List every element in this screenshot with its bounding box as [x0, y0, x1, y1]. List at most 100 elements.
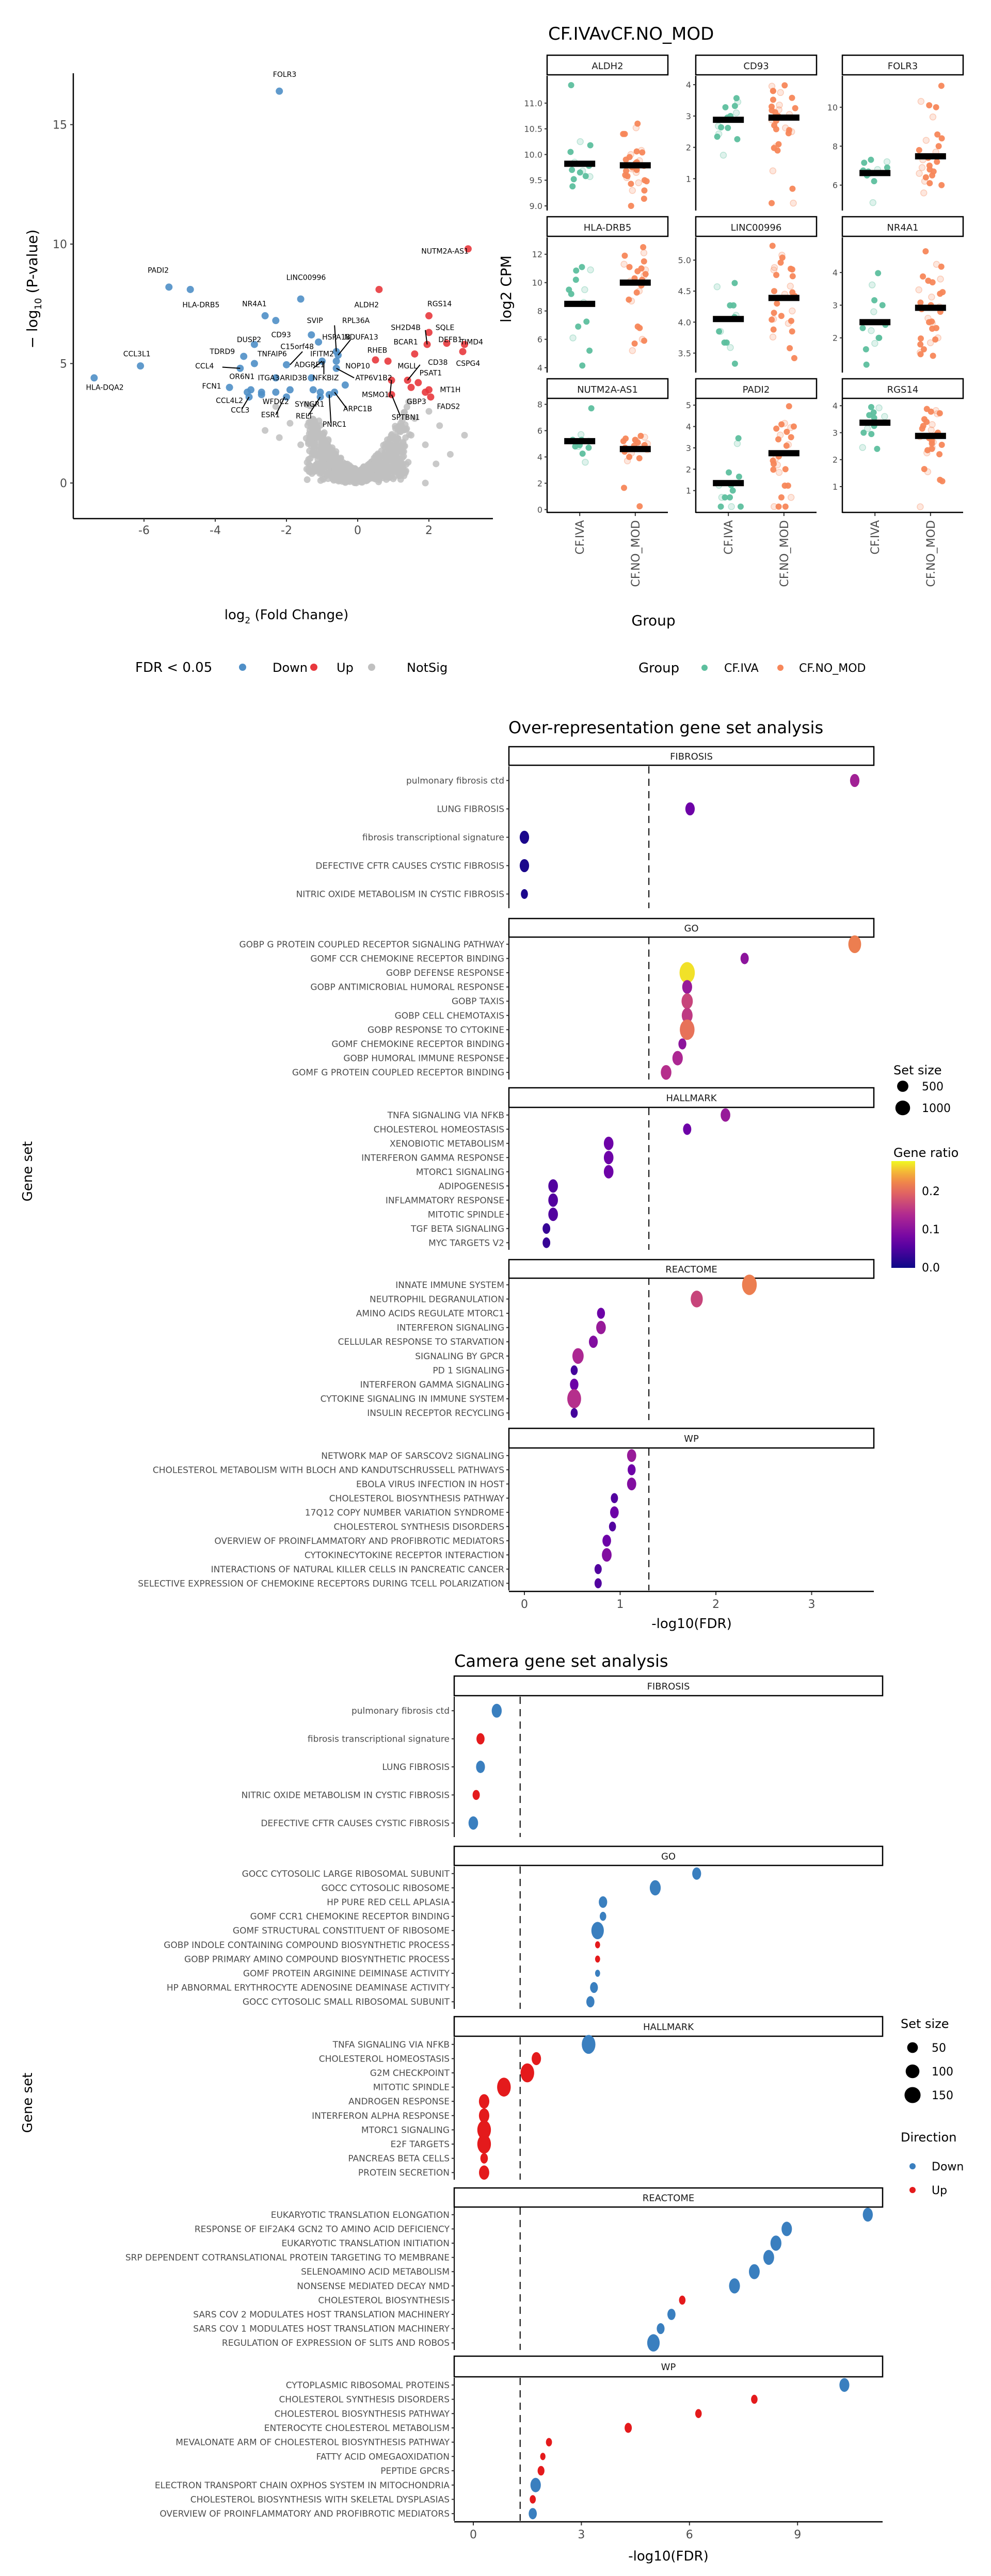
- volcano-point-down: [283, 361, 290, 368]
- ora-facet-wp: WP NETWORK MAP OF SARSCOV2 SIGNALING CHOLE…: [138, 1427, 875, 1590]
- strip-header-label: LINC00996: [731, 222, 782, 233]
- size-legend-key: [904, 2087, 921, 2103]
- facet-header-label: REACTOME: [643, 2193, 695, 2204]
- gene-label: PADI2: [148, 267, 169, 275]
- strip-point-cf-iva: [577, 169, 583, 176]
- notsig-point: [314, 456, 322, 463]
- gene-set-point: [540, 2453, 546, 2460]
- label-leader-line: [338, 339, 351, 356]
- volcano-point-down: [90, 374, 98, 382]
- strip-point-cf-iva: [730, 302, 737, 309]
- strip-point-cf-no-mod: [928, 293, 935, 301]
- gene-set-label: GOMF STRUCTURAL CONSTITUENT OF RIBOSOME: [233, 1926, 450, 1936]
- direction-legend-key-down: [909, 2163, 916, 2169]
- volcano-point-down: [272, 317, 280, 325]
- strip-point-cf-no-mod: [769, 316, 775, 323]
- notsig-point: [369, 461, 376, 469]
- strip-point-cf-no-mod: [936, 451, 943, 458]
- strip-point-cf-iva: [567, 149, 574, 155]
- label-leader-line: [407, 364, 421, 381]
- size-legend-key: [905, 2064, 920, 2079]
- gene-set-point: [649, 1880, 661, 1896]
- volcano-point-up: [459, 348, 467, 356]
- gene-set-point: [596, 1321, 606, 1334]
- gene-set-label: ELECTRON TRANSPORT CHAIN OXPHOS SYSTEM I…: [155, 2481, 450, 2491]
- gene-set-point: [548, 1208, 558, 1221]
- gene-set-label: PEPTIDE GPCRS: [380, 2466, 450, 2476]
- strip-point-cf-iva: [859, 444, 866, 451]
- notsig-point: [375, 478, 382, 486]
- strip-header-label: ALDH2: [592, 61, 623, 72]
- volcano-point-down: [332, 357, 340, 365]
- notsig-point: [392, 425, 399, 432]
- facet-header-label: FIBROSIS: [647, 1681, 690, 1692]
- volcano-xlabel: log2 (Fold Change): [225, 607, 349, 626]
- gene-set-point: [537, 2466, 545, 2476]
- facet-header-label: REACTOME: [665, 1264, 717, 1275]
- gene-set-point: [519, 830, 530, 844]
- notsig-point: [344, 464, 351, 471]
- strip-point-cf-iva: [577, 138, 584, 146]
- gene-label: MSMO1: [362, 391, 389, 399]
- strip-ytick-label: 4: [833, 401, 838, 411]
- notsig-point: [387, 460, 394, 467]
- strip-ytick-label: 0: [537, 505, 542, 514]
- strip-point-cf-iva: [587, 142, 594, 149]
- gene-set-point: [848, 935, 861, 954]
- strip-point-cf-iva: [586, 347, 593, 354]
- gene-set-label: SARS COV 2 MODULATES HOST TRANSLATION MA…: [193, 2310, 450, 2320]
- median-bar: [859, 319, 891, 326]
- strip-point-cf-iva: [713, 283, 721, 291]
- gene-set-point: [548, 1179, 558, 1193]
- strip-point-cf-no-mod: [933, 104, 939, 110]
- facet-header: [508, 1427, 875, 1449]
- strip-point-cf-no-mod: [915, 286, 922, 294]
- strip-point-cf-no-mod: [633, 148, 640, 155]
- strip-point-cf-iva: [731, 103, 738, 109]
- gene-set-label: GOMF PROTEIN ARGININE DEIMINASE ACTIVITY: [243, 1969, 450, 1979]
- gene-set-point: [679, 962, 695, 984]
- median-bar: [564, 160, 596, 167]
- gene-set-label: CHOLESTEROL BIOSYNTHESIS: [318, 2295, 450, 2306]
- gene-set-label: INTERFERON ALPHA RESPONSE: [312, 2111, 450, 2121]
- strip-point-cf-no-mod: [924, 468, 932, 475]
- strip-xtick-label: CF.NO_MOD: [778, 520, 791, 587]
- strip-point-cf-no-mod: [937, 276, 944, 283]
- strip-point-cf-iva: [727, 494, 733, 501]
- direction-legend-label: Up: [932, 2184, 947, 2197]
- strip-point-cf-iva: [871, 414, 877, 421]
- strip-ytick-label: 8: [537, 307, 542, 316]
- volcano-point-down: [309, 386, 317, 394]
- gene-label: NFKBIZ: [312, 374, 339, 382]
- gene-set-point: [770, 2235, 781, 2251]
- strip-point-cf-iva: [868, 431, 875, 438]
- strip-point-cf-no-mod: [789, 273, 796, 280]
- strip-point-cf-no-mod: [781, 82, 788, 89]
- strip-point-cf-no-mod: [788, 317, 794, 324]
- strip-point-cf-no-mod: [919, 425, 925, 432]
- gene-set-label: GOBP HUMORAL IMMUNE RESPONSE: [343, 1054, 504, 1064]
- notsig-point: [401, 409, 408, 416]
- gene-set-label: GOBP INDOLE CONTAINING COMPOUND BIOSYNTH…: [164, 1940, 450, 1951]
- strip-point-cf-no-mod: [775, 469, 783, 476]
- strip-point-cf-no-mod: [626, 264, 633, 270]
- notsig-point: [379, 465, 387, 472]
- strip-header: [841, 54, 964, 76]
- ora-title: Over-representation gene set analysis: [508, 718, 823, 737]
- strip-point-cf-no-mod: [926, 339, 934, 346]
- gene-set-point: [627, 1449, 636, 1462]
- strip-point-cf-iva: [577, 431, 585, 438]
- x-tick-label: 6: [686, 2529, 693, 2541]
- strip-point-cf-no-mod: [621, 252, 628, 259]
- legend-key-notsig: [368, 664, 375, 671]
- notsig-point: [329, 458, 336, 465]
- gene-label: NDUFA13: [344, 333, 378, 342]
- strip-point-cf-no-mod: [779, 254, 786, 261]
- gene-set-point: [546, 2438, 552, 2446]
- ora-facet-go: GO GOBP G PROTEIN COUPLED RECEPTOR SIGNAL…: [239, 917, 875, 1080]
- strip-point-cf-iva: [716, 328, 723, 335]
- gene-label: CD93: [271, 331, 291, 340]
- ora-xlabel: -log10(FDR): [651, 1616, 731, 1632]
- notsig-point: [375, 458, 382, 465]
- notsig-point: [411, 415, 418, 422]
